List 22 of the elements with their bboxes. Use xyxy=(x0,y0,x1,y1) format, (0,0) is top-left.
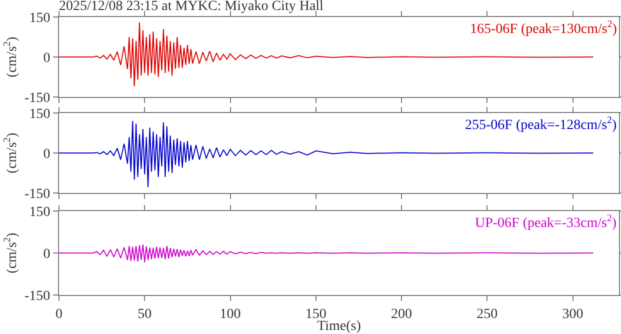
x-tick-label: 100 xyxy=(220,306,241,322)
y-tick-label: -150 xyxy=(24,288,50,304)
y-tick-label: 150 xyxy=(29,204,50,220)
x-tick-label: 150 xyxy=(305,306,326,322)
y-tick-label: 150 xyxy=(29,10,50,26)
annotation: 165-06F (peak=130cm/s$^{2}$) xyxy=(470,19,618,37)
x-tick-label: 300 xyxy=(562,306,584,322)
y-tick-label: 150 xyxy=(29,106,50,122)
line-series xyxy=(59,244,594,263)
x-tick-label: 50 xyxy=(138,306,152,322)
x-axis-title: Time(s) xyxy=(317,319,362,334)
y-tick-label: 0 xyxy=(43,50,50,66)
x-tick-label: 0 xyxy=(56,306,62,322)
y-tick-label: 0 xyxy=(43,246,50,262)
y-tick-label: -150 xyxy=(24,90,50,106)
y-tick-label: 0 xyxy=(43,146,50,162)
y-tick-label: -150 xyxy=(24,186,50,202)
annotation: UP-06F (peak=-33cm/s$^{2}$) xyxy=(475,213,617,231)
x-tick-label: 200 xyxy=(391,306,412,322)
x-tick-label: 250 xyxy=(476,306,498,322)
annotation: 255-06F (peak=-128cm/s$^{2}$) xyxy=(465,115,617,133)
chart-title: 2025/12/08 23:15 at MYKC: Miyako City Hall xyxy=(59,0,324,14)
